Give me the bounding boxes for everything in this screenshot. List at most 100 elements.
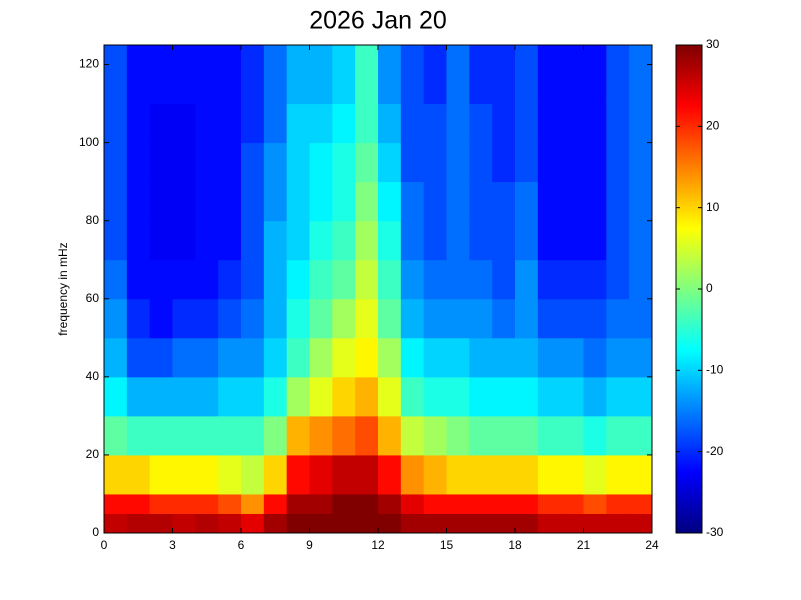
heatmap-cell — [309, 45, 333, 105]
heatmap-cell — [492, 45, 516, 105]
heatmap-cell — [126, 337, 151, 378]
heatmap-cell — [355, 376, 379, 417]
colorbar-tick-label: 20 — [706, 119, 720, 133]
heatmap-cell — [286, 220, 310, 261]
heatmap-cell — [423, 513, 447, 534]
heatmap-cell — [378, 103, 402, 144]
heatmap-cell — [606, 513, 630, 534]
heatmap-cell — [560, 298, 584, 339]
heatmap-cell — [218, 513, 242, 534]
heatmap-cell — [378, 513, 402, 534]
heatmap-cell — [515, 337, 539, 378]
heatmap-cell — [560, 513, 584, 534]
heatmap-cell — [309, 181, 333, 222]
heatmap-cell — [583, 415, 607, 456]
heatmap-cell — [515, 45, 539, 105]
x-tick-label: 12 — [371, 538, 385, 552]
heatmap-cell — [537, 103, 562, 144]
x-tick-label: 24 — [645, 538, 659, 552]
heatmap-cell — [332, 376, 356, 417]
heatmap-cell — [400, 259, 425, 300]
heatmap-cell — [378, 454, 402, 495]
heatmap-cell — [537, 298, 562, 339]
heatmap-cell — [378, 337, 402, 378]
heatmap-cell — [446, 337, 470, 378]
heatmap-cell — [423, 376, 447, 417]
heatmap-cell — [286, 454, 310, 495]
heatmap-cell — [378, 45, 402, 105]
heatmap-cell — [629, 376, 653, 417]
heatmap-cell — [560, 220, 584, 261]
heatmap-cell — [515, 142, 539, 183]
heatmap-cell — [583, 103, 607, 144]
heatmap-cell — [446, 181, 470, 222]
heatmap-cell — [469, 142, 493, 183]
heatmap-cell — [241, 454, 265, 495]
heatmap-cell — [606, 298, 630, 339]
heatmap-cell — [537, 259, 562, 300]
heatmap-cell — [446, 103, 470, 144]
heatmap-cell — [309, 142, 333, 183]
heatmap-cell — [400, 298, 425, 339]
heatmap-cell — [104, 259, 128, 300]
heatmap-cell — [241, 513, 265, 534]
heatmap-cell — [606, 337, 630, 378]
heatmap-cell — [537, 513, 562, 534]
heatmap-cell — [126, 220, 151, 261]
heatmap-cell — [423, 45, 447, 105]
heatmap-cell — [263, 454, 288, 495]
heatmap-cell — [172, 415, 196, 456]
colorbar-tick-label: -10 — [706, 363, 724, 377]
heatmap-cell — [629, 415, 653, 456]
heatmap-cell — [172, 376, 196, 417]
heatmap-cell — [355, 142, 379, 183]
heatmap-cell — [537, 493, 562, 514]
heatmap-cell — [126, 45, 151, 105]
heatmap-cell — [423, 142, 447, 183]
heatmap-cell — [218, 454, 242, 495]
heatmap-cell — [606, 220, 630, 261]
heatmap-cell — [263, 45, 288, 105]
heatmap-cell — [515, 513, 539, 534]
heatmap-cell — [378, 142, 402, 183]
heatmap-cell — [286, 376, 310, 417]
heatmap-cell — [560, 181, 584, 222]
heatmap-cell — [560, 454, 584, 495]
heatmap-cell — [104, 103, 128, 144]
y-tick-label: 60 — [86, 291, 100, 305]
heatmap-cell — [104, 493, 128, 514]
heatmap-cell — [606, 45, 630, 105]
heatmap-cell — [332, 220, 356, 261]
heatmap-cell — [195, 337, 219, 378]
heatmap-cell — [309, 415, 333, 456]
heatmap-cell — [126, 376, 151, 417]
heatmap-cell — [172, 259, 196, 300]
colorbar-tick-label: 10 — [706, 200, 720, 214]
heatmap-cell — [195, 259, 219, 300]
heatmap-cell — [583, 513, 607, 534]
heatmap-cell — [560, 376, 584, 417]
heatmap-cell — [241, 103, 265, 144]
heatmap-cell — [492, 493, 516, 514]
heatmap-cell — [126, 259, 151, 300]
heatmap-cell — [515, 259, 539, 300]
x-tick-label: 15 — [440, 538, 454, 552]
heatmap-cell — [218, 337, 242, 378]
heatmap-cell — [126, 298, 151, 339]
heatmap-cell — [263, 103, 288, 144]
heatmap-cell — [492, 259, 516, 300]
heatmap-cell — [149, 220, 173, 261]
heatmap-cell — [241, 259, 265, 300]
heatmap-cell — [332, 415, 356, 456]
heatmap-cell — [446, 493, 470, 514]
heatmap-cell — [332, 493, 356, 514]
heatmap-cell — [332, 45, 356, 105]
chart-title: 2026 Jan 20 — [309, 7, 447, 35]
heatmap-cell — [263, 376, 288, 417]
heatmap-cell — [446, 45, 470, 105]
heatmap-cell — [263, 493, 288, 514]
heatmap-cell — [492, 103, 516, 144]
heatmap-cell — [241, 493, 265, 514]
heatmap-cell — [560, 103, 584, 144]
heatmap-cell — [423, 337, 447, 378]
